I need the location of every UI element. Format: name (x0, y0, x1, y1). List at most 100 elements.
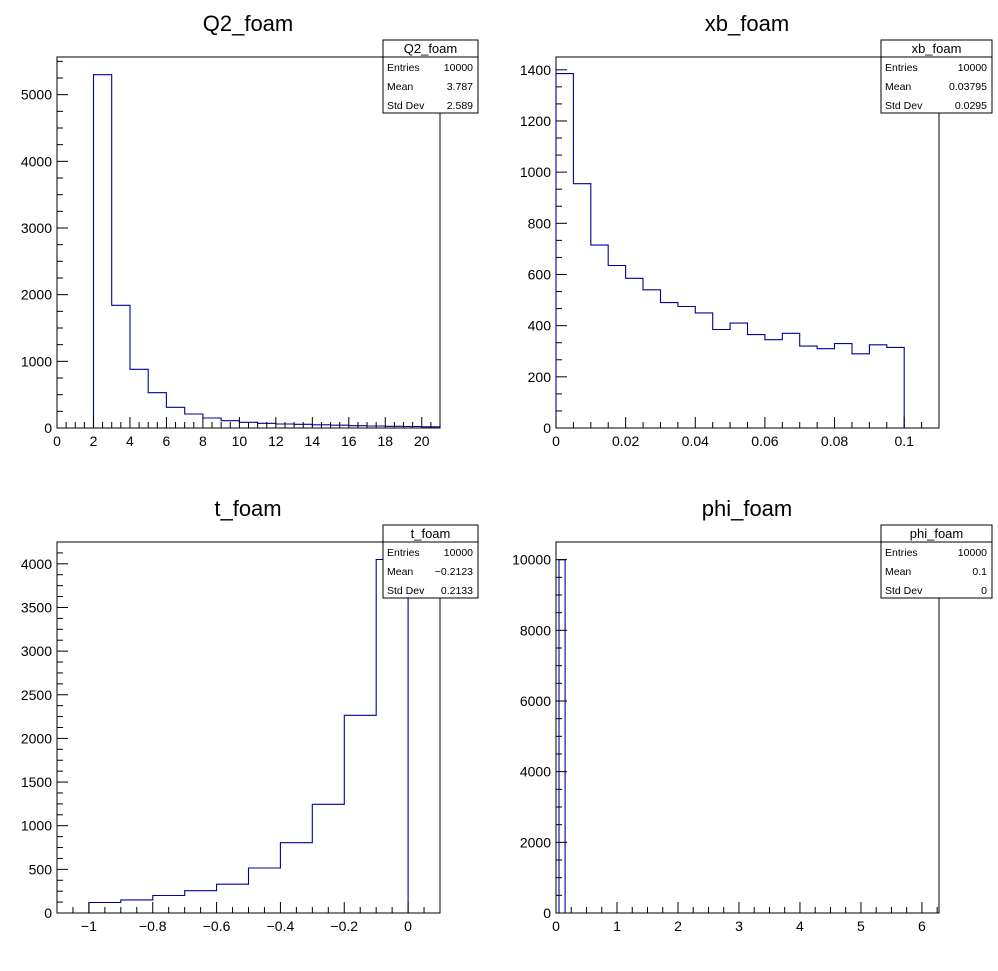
histogram-bin (835, 344, 852, 428)
stats-box-frame (880, 39, 993, 114)
x-tick-label: 0 (552, 918, 560, 934)
histogram-bin (765, 340, 782, 428)
stats-box: xb_foam Entries 10000 Mean 0.03795 Std Dev 0.0… (880, 39, 993, 114)
y-tick-label: 0 (543, 905, 551, 921)
x-tick-label: 0.06 (751, 433, 778, 449)
histogram-bin (869, 345, 886, 428)
stats-box-title: Q2_foam (404, 41, 457, 56)
stats-label: Entries (387, 62, 420, 74)
chart-title: xb_foam (705, 11, 789, 36)
x-tick-label: 4 (796, 918, 804, 934)
y-tick-label: 2000 (520, 834, 551, 850)
x-tick-label: 1 (613, 918, 621, 934)
y-tick-label: 500 (29, 861, 53, 877)
x-tick-label: 2 (90, 433, 98, 449)
x-tick-label: −0.4 (267, 918, 295, 934)
x-tick-label: 6 (163, 433, 171, 449)
stats-value: 0 (981, 585, 987, 597)
stats-value: 10000 (958, 62, 987, 74)
stats-label: Entries (387, 547, 420, 559)
chart-title: Q2_foam (203, 11, 294, 36)
histogram-bin (591, 245, 608, 428)
y-tick-label: 0 (543, 420, 551, 436)
histogram-bin (344, 715, 376, 913)
histogram-bin (280, 843, 312, 913)
x-tick-label: 18 (377, 433, 393, 449)
y-tick-label: 800 (528, 215, 552, 231)
x-tick-label: 14 (305, 433, 321, 449)
stats-label: Std Dev (387, 585, 425, 597)
y-tick-label: 3500 (21, 599, 52, 615)
stats-label: Entries (885, 547, 918, 559)
histogram-line (88, 558, 409, 913)
histogram-bin (782, 333, 799, 428)
histogram-bin (376, 559, 408, 913)
panel-t_foam: t_foam −1 −0.8 −0.6 −0.4 −0.2 0 0 500 1000 1500 200… (21, 496, 479, 934)
stats-box-title: xb_foam (912, 41, 962, 56)
x-tick-label: 10 (232, 433, 248, 449)
histogram-bin (643, 290, 660, 428)
stats-box-title: t_foam (411, 526, 451, 541)
x-tick-label: 0.04 (682, 433, 709, 449)
histogram-bin (730, 323, 747, 428)
x-tick-label: 3 (735, 918, 743, 934)
y-tick-label: 1000 (21, 353, 52, 369)
histogram-bin (112, 305, 130, 428)
histogram-bin (608, 266, 625, 428)
histogram-bin (713, 329, 730, 428)
y-tick-label: 0 (44, 420, 52, 436)
stats-box: t_foam Entries 10000 Mean −0.2123 Std Dev 0.21… (382, 524, 479, 599)
y-tick-label: 3000 (21, 220, 52, 236)
y-tick-label: 200 (528, 369, 552, 385)
x-tick-label: 6 (918, 918, 926, 934)
stats-label: Std Dev (387, 100, 425, 112)
histogram-bin (249, 868, 281, 913)
stats-value: 0.1 (972, 566, 987, 578)
stats-box-frame (880, 524, 993, 599)
x-tick-label: 0.1 (894, 433, 914, 449)
chart-title: phi_foam (702, 496, 793, 521)
stats-box-title: phi_foam (910, 526, 963, 541)
y-tick-label: 1400 (520, 62, 551, 78)
x-tick-label: 20 (414, 433, 430, 449)
x-tick-label: 0.08 (821, 433, 848, 449)
stats-value: 3.787 (447, 81, 473, 93)
x-tick-label: 4 (126, 433, 134, 449)
x-tick-label: 16 (341, 433, 357, 449)
histogram-bin (817, 349, 834, 428)
plot-frame (555, 541, 940, 914)
stats-label: Mean (387, 566, 413, 578)
x-tick-label: −1 (81, 918, 97, 934)
panel-xb_foam: xb_foam 0 0.02 0.04 0.06 0.08 0.1 0 200 400 600 800… (520, 11, 993, 449)
stats-label: Mean (885, 81, 911, 93)
plot-frame (555, 56, 940, 429)
histogram-bin (660, 303, 677, 428)
histogram-bin (312, 804, 344, 913)
stats-label: Std Dev (885, 585, 923, 597)
histogram-bin (93, 75, 111, 428)
histogram-bin (626, 278, 643, 428)
histogram-bin (130, 369, 148, 428)
panel-Q2_foam: Q2_foam 0 2 4 6 8 10 12 14 16 18 20 0 1000 2000 3000 400… (21, 11, 479, 449)
y-tick-label: 8000 (520, 622, 551, 638)
y-tick-label: 4000 (520, 764, 551, 780)
x-tick-label: 0 (53, 433, 61, 449)
y-tick-label: 3000 (21, 643, 52, 659)
chart-title: t_foam (214, 496, 281, 521)
stats-value: 0.0295 (955, 100, 987, 112)
x-tick-label: −0.8 (139, 918, 167, 934)
histogram-bin (695, 313, 712, 428)
x-tick-label: 8 (199, 433, 207, 449)
y-tick-label: 2500 (21, 687, 52, 703)
x-tick-label: 0 (552, 433, 560, 449)
y-tick-label: 1200 (520, 113, 551, 129)
x-tick-label: 5 (857, 918, 865, 934)
histogram-bin (800, 346, 817, 428)
stats-value: −0.2123 (435, 566, 473, 578)
y-tick-label: 0 (44, 905, 52, 921)
histogram-bin (573, 184, 590, 428)
y-tick-label: 1500 (21, 774, 52, 790)
y-tick-label: 4000 (21, 153, 52, 169)
